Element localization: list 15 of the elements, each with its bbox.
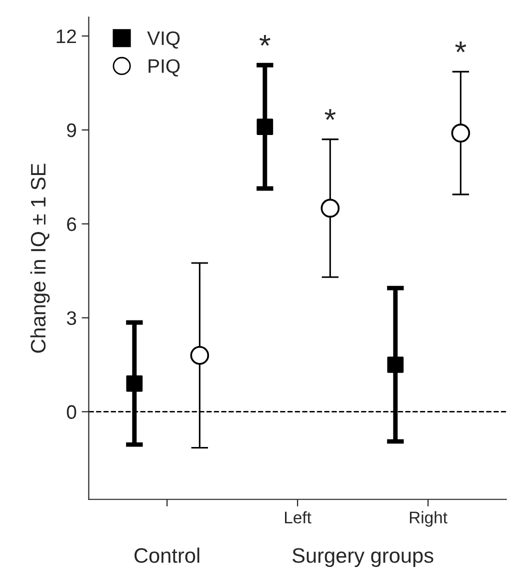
data-label: * xyxy=(455,42,466,52)
x-axis-title: Surgery groups xyxy=(292,548,434,568)
legend-label: VIQ xyxy=(147,31,180,49)
y-tick-label: 0 xyxy=(66,405,76,419)
y-tick-label: 3 xyxy=(66,311,76,326)
y-tick-label: 6 xyxy=(67,217,76,232)
text: Control xyxy=(134,548,200,563)
x-tick-label: Left xyxy=(285,511,312,524)
legend-label: PIQ xyxy=(148,59,180,76)
y-tick-label: 9 xyxy=(67,123,76,138)
data-label: * xyxy=(259,34,270,46)
y-axis-title: Change in IQ ± 1 SE xyxy=(30,164,50,353)
y-tick-label: 12 xyxy=(56,29,76,44)
data-label: * xyxy=(324,109,336,120)
x-tick-label: Right xyxy=(410,511,448,527)
